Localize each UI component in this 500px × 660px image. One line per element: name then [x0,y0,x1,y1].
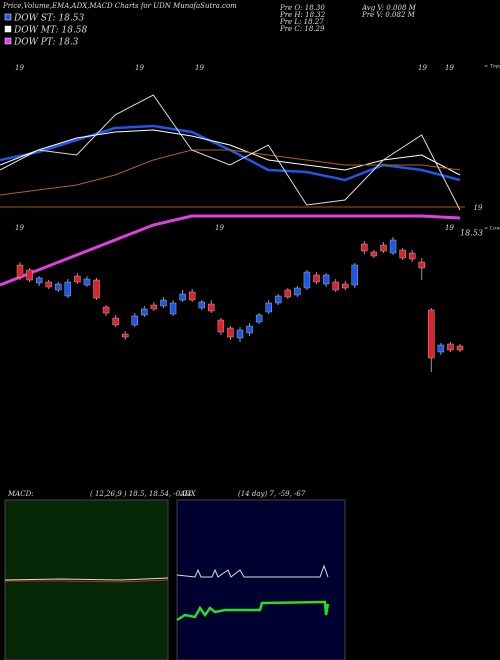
candle-body [294,287,301,296]
candle-body [26,269,33,281]
date-label: 19 [15,224,24,232]
macd-signal [5,579,169,583]
lows-label: < Lows [484,226,500,232]
info-text: Pre V: 0.082 M [361,11,416,19]
candle-body [131,315,138,326]
candle-body [236,329,244,339]
candle-body [255,314,263,323]
date-label: 19 [135,64,144,72]
candle-body [303,271,311,289]
candle-body [45,281,52,288]
candle-body [150,304,158,310]
candle-body [351,264,358,286]
candle-body [208,303,215,312]
di-line [176,600,330,622]
candle-body [370,251,378,257]
candle-body [141,308,148,316]
info-text: Avg V: 0.008 M [361,4,417,12]
info-text: Pre O: 18.30 [279,4,325,12]
candle-body [284,289,292,298]
candle-body [188,291,196,301]
candle-body [361,243,368,252]
adx-params: (14 day) 7, -59, -67 [238,490,306,498]
date-label: 19 [418,64,427,72]
candle-body [265,302,272,313]
date-label: 19 [445,64,454,72]
candle-body [102,306,110,314]
candle-body [399,249,406,259]
date-label: 19 [215,224,224,232]
indicator-line [0,214,461,287]
candle-body [112,317,119,326]
candle-body [122,333,129,338]
legend-label: DOW ST: 18.53 [13,14,84,24]
macd-label: MACD: [7,490,34,498]
y-tick-label: 19 [474,204,483,212]
candle-body [332,281,339,291]
candle-body [169,302,177,315]
legend-swatch [4,37,12,45]
candle-body [246,325,253,334]
date-label: 19 [15,64,24,72]
candle-body [408,252,416,260]
indicator-line [0,149,461,196]
candle-body [275,295,282,304]
candle-body [160,299,167,307]
info-text: Pre C: 18.29 [279,25,325,33]
candle-body [227,327,234,338]
tops-label: < Tops [484,64,500,70]
last-price-label: 18.53 [460,229,483,238]
chart-title: Price,Volume,EMA,ADX,MACD Charts for UDN… [2,2,237,10]
legend-label: DOW PT: 18.3 [13,38,79,48]
candle-body [389,239,397,254]
indicator-line [0,94,461,211]
candle-body [35,277,43,284]
candle-body [198,301,205,309]
candle-body [313,274,320,283]
info-text: Pre H: 18.32 [279,11,326,19]
macd-line [4,577,169,581]
candle-body [418,261,425,269]
date-label: 19 [195,64,204,72]
date-label: 19 [445,224,454,232]
candle-body [83,278,91,286]
candle-body [55,283,62,291]
candle-body [428,309,435,359]
adx-line [176,564,329,578]
candle-body [64,281,72,297]
adx-panel [176,499,346,660]
candle-body [447,343,454,351]
info-text: Pre L: 18.27 [279,18,324,26]
candle-body [456,345,464,351]
legend-swatch [4,13,12,21]
legend-label: DOW MT: 18.58 [13,26,88,36]
candle-body [342,283,349,289]
candle-body [217,319,225,333]
legend-swatch [4,25,12,33]
macd-params: ( 12,26,9 ) 18.5, 18.54, -0.04 [90,490,191,498]
adx-label: ADX [179,490,197,498]
candle-body [16,264,24,278]
candle-body [322,274,330,285]
candle-body [74,275,81,283]
candle-body [179,293,186,301]
candle-body [380,244,387,252]
candle-body [93,279,100,299]
candle-body [437,344,445,353]
